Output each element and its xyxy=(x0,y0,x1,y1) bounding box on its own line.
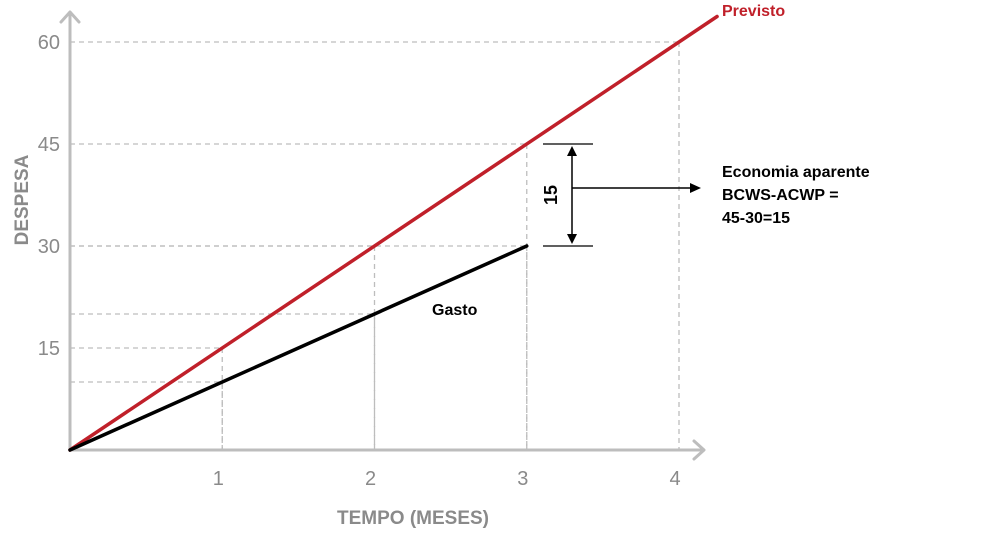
y-tick-label: 60 xyxy=(38,32,60,54)
series-line xyxy=(68,244,529,452)
x-tick-label: 4 xyxy=(669,468,680,490)
arrowhead-down xyxy=(567,234,577,244)
series-lines: Previsto Gasto xyxy=(68,3,785,452)
y-axis-title: DESPESA xyxy=(12,154,33,245)
x-axis-title: TEMPO (MESES) xyxy=(337,508,489,529)
annotation-text-line: 45-30=15 xyxy=(722,210,790,227)
x-tick-label: 1 xyxy=(213,468,224,490)
tick-labels: 1 2 3 4 15 30 45 60 xyxy=(38,32,681,490)
y-axis-arrow xyxy=(59,10,81,24)
axes xyxy=(59,10,706,461)
x-axis-arrow xyxy=(692,439,706,461)
x-tick-label: 2 xyxy=(365,468,376,490)
pointer-arrowhead xyxy=(690,183,701,193)
guide-lines xyxy=(70,41,680,450)
x-tick-label: 3 xyxy=(517,468,528,490)
y-tick-label: 15 xyxy=(38,338,60,360)
series-line xyxy=(68,14,719,452)
series-label: Gasto xyxy=(432,302,478,319)
y-tick-label: 30 xyxy=(38,236,60,258)
y-tick-label: 45 xyxy=(38,134,60,156)
annotation-text-line: Economia aparente xyxy=(722,164,870,181)
series-label: Previsto xyxy=(722,3,785,20)
annotation: 15 Economia aparente BCWS-ACWP = 45-30=15 xyxy=(541,143,870,247)
difference-label: 15 xyxy=(541,185,561,205)
annotation-text-line: BCWS-ACWP = xyxy=(722,187,839,204)
arrowhead-up xyxy=(567,146,577,156)
